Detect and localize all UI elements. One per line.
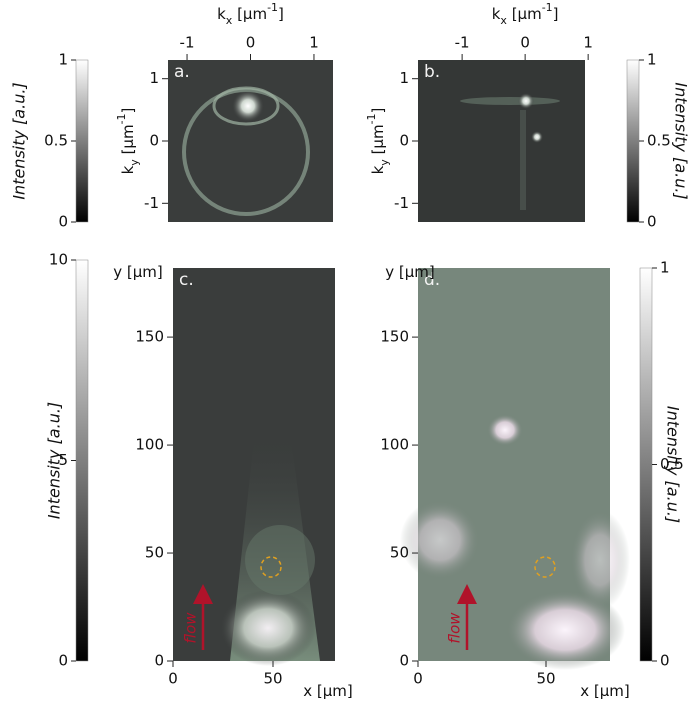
image-a xyxy=(168,60,333,222)
label-part: ] xyxy=(369,108,387,114)
colorbar-label: Intensity [a.u.] xyxy=(45,402,64,519)
x-tick-label: 1 xyxy=(583,34,593,52)
y-tick-label: 0 xyxy=(399,132,409,150)
x-tick-label: 0 xyxy=(168,670,178,688)
panel-label: c. xyxy=(179,270,194,290)
x-tick-label: -1 xyxy=(180,34,195,52)
x-axis-label: x [µm] xyxy=(303,682,353,700)
colorbar-tick-label: 0 xyxy=(647,213,657,231)
y-tick-label: 150 xyxy=(135,328,164,346)
y-tick-label: -1 xyxy=(394,194,409,212)
y-tick-label: 100 xyxy=(380,436,409,454)
label-part: [µm xyxy=(119,124,137,159)
label-part: x xyxy=(226,14,233,27)
colorbar-tick-label: 0 xyxy=(58,652,68,670)
y-tick-label: -1 xyxy=(144,194,159,212)
flow-label: flow xyxy=(446,612,464,644)
x-axis-label: kx [µm-1] xyxy=(217,1,284,27)
label-part: k xyxy=(369,165,387,174)
colorbar-tick-label: 1 xyxy=(647,51,657,69)
x-axis-label: x [µm] xyxy=(580,682,630,700)
label-part: -1 xyxy=(542,1,553,14)
colorbar-tick-label: 10 xyxy=(49,251,68,269)
y-tick-label: 50 xyxy=(390,544,409,562)
colorbar-label: Intensity [a.u.] xyxy=(664,406,683,523)
y-axis-label: ky [µm-1] xyxy=(365,108,391,175)
label-part: ] xyxy=(119,108,137,114)
colorbar xyxy=(75,259,89,662)
y-tick-label: 50 xyxy=(145,544,164,562)
label-part: k xyxy=(119,165,137,174)
y-tick-label: 0 xyxy=(149,132,159,150)
y-axis-label: y [µm] xyxy=(385,263,435,281)
x-tick-label: 0 xyxy=(520,34,530,52)
label-part: [µm xyxy=(232,5,267,23)
marker-circle xyxy=(260,556,282,578)
colorbar xyxy=(639,267,653,662)
colorbar xyxy=(626,59,640,223)
panel-label: b. xyxy=(424,62,440,82)
label-part: [µm xyxy=(369,124,387,159)
colorbar-tick-label: 1 xyxy=(660,259,670,277)
label-part: x xyxy=(500,14,507,27)
label-part: ] xyxy=(278,5,284,23)
label-part: y xyxy=(378,159,391,166)
label-part: x [µm] xyxy=(303,682,353,700)
panel-label: a. xyxy=(174,62,190,82)
x-tick-label: 50 xyxy=(263,670,282,688)
x-tick-label: 50 xyxy=(536,670,555,688)
label-part: y [µm] xyxy=(113,263,163,281)
x-axis-label: kx [µm-1] xyxy=(492,1,559,27)
colorbar xyxy=(75,59,89,223)
colorbar-tick-label: 0 xyxy=(58,213,68,231)
label-part: -1 xyxy=(267,1,278,14)
x-tick-label: 0 xyxy=(413,670,423,688)
y-tick-label: 1 xyxy=(149,69,159,87)
colorbar-tick-label: 5 xyxy=(58,451,68,469)
label-part: x [µm] xyxy=(580,682,630,700)
colorbar-tick-label: 0.5 xyxy=(660,455,684,473)
colorbar-label: Intensity [a.u.] xyxy=(10,82,29,199)
label-part: k xyxy=(217,5,226,23)
y-tick-label: 150 xyxy=(380,328,409,346)
colorbar-tick-label: 0 xyxy=(660,652,670,670)
label-part: k xyxy=(492,5,501,23)
label-part: ] xyxy=(553,5,559,23)
y-axis-label: ky [µm-1] xyxy=(115,108,141,175)
y-tick-label: 0 xyxy=(154,652,164,670)
y-tick-label: 0 xyxy=(399,652,409,670)
label-part: y xyxy=(128,159,141,166)
marker-circle xyxy=(534,556,556,578)
label-part: [µm xyxy=(507,5,542,23)
flow-label: flow xyxy=(182,612,200,644)
y-tick-label: 100 xyxy=(135,436,164,454)
x-tick-label: 1 xyxy=(309,34,319,52)
colorbar-tick-label: 0.5 xyxy=(647,132,671,150)
colorbar-label: Intensity [a.u.] xyxy=(672,82,691,199)
image-c xyxy=(173,268,335,666)
panel-label: d. xyxy=(424,270,440,290)
image-d xyxy=(400,268,630,670)
colorbar-tick-label: 0.5 xyxy=(44,132,68,150)
x-tick-label: -1 xyxy=(455,34,470,52)
y-axis-label: y [µm] xyxy=(113,263,163,281)
label-part: y [µm] xyxy=(385,263,435,281)
label-part: -1 xyxy=(115,113,128,124)
label-part: -1 xyxy=(365,113,378,124)
x-tick-label: 0 xyxy=(246,34,256,52)
colorbar-tick-label: 1 xyxy=(58,51,68,69)
image-b xyxy=(418,60,585,222)
y-tick-label: 1 xyxy=(399,69,409,87)
